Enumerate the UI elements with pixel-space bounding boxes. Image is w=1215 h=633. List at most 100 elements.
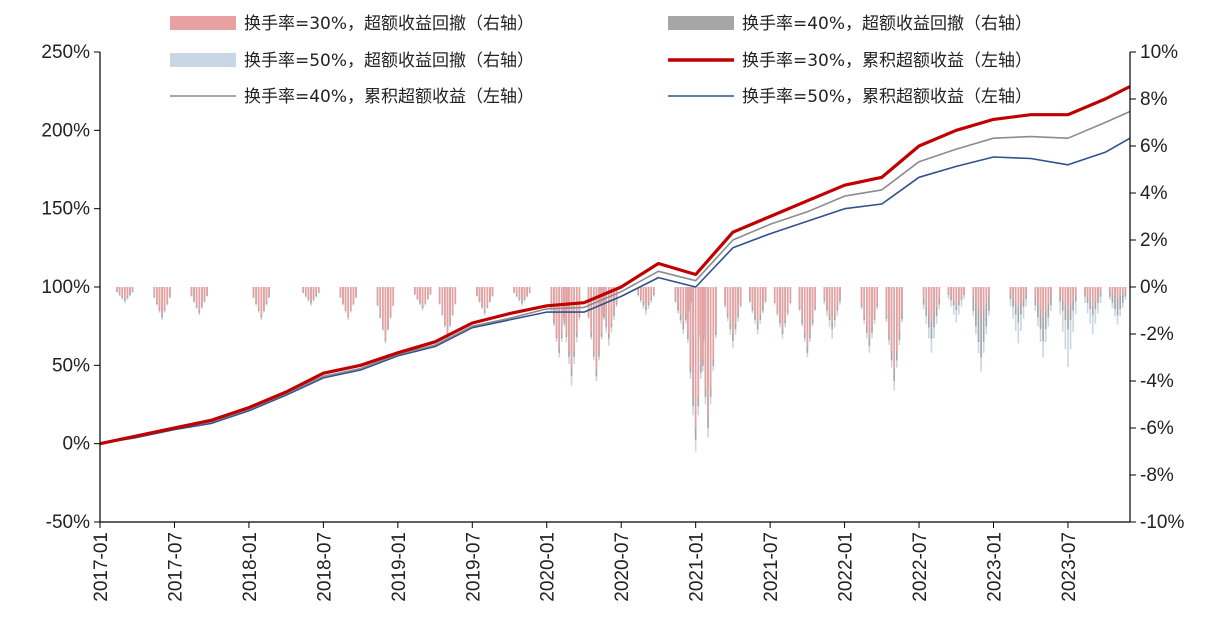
- y-right-tick-label: 2%: [1140, 230, 1168, 251]
- cumulative-lines-layer: [99, 85, 1131, 446]
- drawdown-bar: [550, 287, 553, 308]
- drawdown-bar: [131, 287, 134, 291]
- y-left-tick-label: 50%: [52, 355, 90, 376]
- drawdown-bar: [828, 287, 831, 315]
- drawdown-bar: [699, 287, 702, 331]
- drawdown-bar: [161, 287, 163, 316]
- axes-layer: 250% 200% 150% 100% 50% 0% -50% 10% 8% 6% 4% 2% 0% -2…: [41, 42, 1184, 602]
- drawdown-bar: [734, 287, 737, 324]
- drawdown-bar: [759, 287, 762, 315]
- drawdown-bar: [166, 287, 169, 303]
- drawdown-bar: [252, 287, 255, 297]
- drawdown-bar: [302, 287, 304, 292]
- drawdown-bar: [355, 287, 357, 298]
- drawdown-bar: [826, 287, 828, 307]
- y-right-tick-label: 4%: [1140, 183, 1168, 204]
- drawdown-bar: [1114, 287, 1116, 297]
- drawdown-bar: [952, 287, 955, 302]
- drawdown-bar: [803, 287, 806, 333]
- y-left-tick-label: 100%: [41, 277, 90, 298]
- drawdown-bar: [972, 287, 975, 297]
- drawdown-bar: [421, 287, 424, 306]
- drawdown-bar: [764, 287, 767, 299]
- drawdown-bar: [1119, 287, 1121, 309]
- drawdown-bar: [707, 287, 709, 417]
- drawdown-bar: [729, 287, 732, 324]
- y-left-tick-label: 150%: [41, 199, 90, 220]
- drawdown-bar: [642, 287, 645, 302]
- drawdown-bar: [893, 287, 896, 370]
- drawdown-bar: [347, 287, 349, 318]
- y-left-tick-label: 250%: [41, 42, 90, 63]
- drawdown-bar: [839, 287, 841, 299]
- drawdown-bar: [590, 287, 592, 334]
- drawdown-bar: [947, 287, 950, 294]
- legend-label: 换手率=50%，超额收益回撤（右轴）: [244, 51, 534, 71]
- y-right-tick-label: -8%: [1140, 465, 1174, 486]
- drawdown-bar: [776, 287, 779, 311]
- x-tick-label: 2019-01: [389, 532, 410, 602]
- cumulative-line: [99, 137, 1131, 445]
- drawdown-bar: [704, 287, 707, 388]
- drawdown-bars-layer: [116, 287, 1127, 452]
- drawdown-bar: [384, 287, 387, 339]
- drawdown-bar: [600, 287, 603, 334]
- drawdown-bar: [570, 287, 573, 370]
- drawdown-bar: [1114, 287, 1116, 309]
- drawdown-bar: [595, 287, 598, 370]
- drawdown-bar: [605, 287, 607, 324]
- drawdown-bar: [1108, 287, 1111, 291]
- drawdown-bar: [653, 287, 655, 294]
- drawdown-bar: [1042, 287, 1044, 318]
- drawdown-bar: [754, 287, 756, 315]
- drawdown-bar: [935, 287, 938, 307]
- drawdown-bar: [697, 287, 700, 397]
- drawdown-bar: [868, 287, 871, 339]
- drawdown-bar: [1050, 287, 1052, 298]
- drawdown-bar: [637, 287, 640, 294]
- drawdown-bar: [640, 287, 642, 298]
- drawdown-bar: [260, 287, 263, 316]
- y-left-tick-label: 0%: [63, 434, 91, 455]
- drawdown-bar: [156, 287, 158, 303]
- drawdown-bar: [930, 287, 933, 323]
- legend-swatch: [170, 16, 236, 30]
- drawdown-bar: [823, 287, 826, 299]
- x-tick-label: 2022-01: [836, 532, 857, 602]
- drawdown-bar: [307, 287, 310, 298]
- drawdown-bar: [1108, 287, 1111, 297]
- drawdown-bar: [317, 287, 320, 292]
- drawdown-bar: [938, 287, 941, 299]
- x-tick-label: 2017-07: [165, 532, 186, 602]
- drawdown-bar: [694, 287, 697, 428]
- drawdown-bar: [515, 287, 518, 295]
- drawdown-bar: [312, 287, 315, 298]
- drawdown-bar: [513, 287, 515, 292]
- drawdown-bar: [809, 287, 811, 333]
- drawdown-bar: [446, 287, 449, 334]
- drawdown-bar: [833, 287, 836, 315]
- drawdown-bar: [831, 287, 833, 323]
- drawdown-bar: [193, 287, 195, 301]
- drawdown-bar: [860, 287, 863, 305]
- drawdown-bar: [342, 287, 344, 305]
- drawdown-bar: [344, 287, 347, 311]
- drawdown-bar: [1116, 287, 1119, 316]
- drawdown-bar: [789, 287, 792, 302]
- y-right-tick-label: -6%: [1140, 418, 1174, 439]
- drawdown-bar: [960, 287, 963, 298]
- drawdown-bar: [478, 287, 481, 301]
- drawdown-bar: [1014, 287, 1017, 304]
- drawdown-bar: [607, 287, 610, 334]
- drawdown-bar: [1059, 287, 1061, 295]
- drawdown-bar: [876, 287, 878, 305]
- drawdown-bar: [483, 287, 486, 311]
- drawdown-bar: [206, 287, 208, 295]
- drawdown-bar: [315, 287, 317, 295]
- drawdown-bar: [429, 287, 432, 294]
- drawdown-bar: [441, 287, 444, 314]
- drawdown-bar: [871, 287, 873, 328]
- drawdown-bar: [481, 287, 483, 306]
- drawdown-bar: [958, 287, 960, 302]
